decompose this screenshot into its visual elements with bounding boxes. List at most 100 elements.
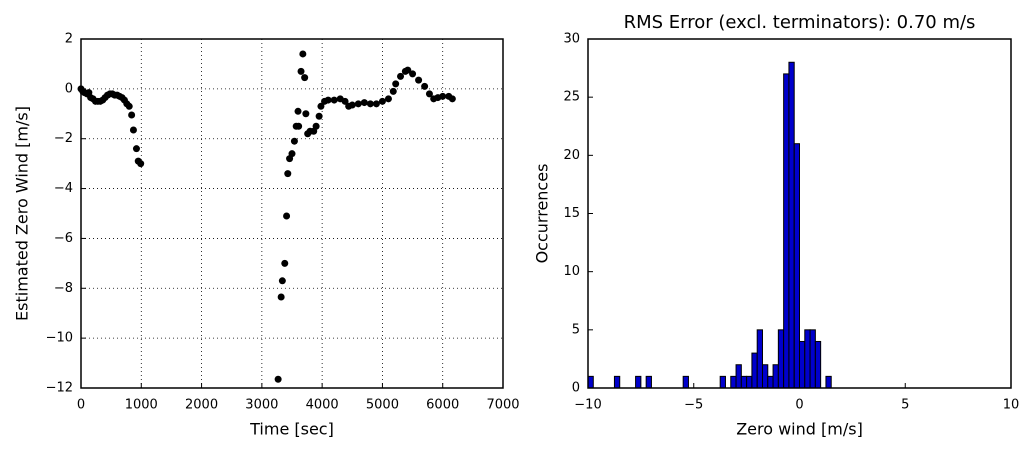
point (315, 112, 323, 120)
point (294, 107, 302, 115)
x-tick-label: 0 (795, 398, 803, 413)
point (278, 277, 286, 285)
point (366, 100, 374, 108)
point (128, 111, 136, 119)
x-tick-label: 0 (77, 398, 85, 413)
bar (587, 375, 594, 389)
y-tick-label: −10 (46, 331, 73, 346)
x-tick-label: 4000 (306, 398, 339, 413)
x-tick-label: −5 (684, 398, 703, 413)
bar (788, 61, 795, 389)
y-tick-label: 2 (65, 32, 73, 47)
point (125, 102, 133, 110)
y-tick-label: −6 (54, 231, 73, 246)
point (302, 110, 310, 118)
point (281, 259, 289, 267)
point (354, 100, 362, 108)
point (384, 95, 392, 103)
bar (809, 329, 816, 389)
bar (825, 375, 832, 389)
point (132, 145, 140, 153)
y-tick-label: 5 (572, 322, 580, 337)
point (409, 70, 417, 78)
bar (635, 375, 642, 389)
x-axis-label: Time [sec] (249, 420, 334, 439)
bar (756, 329, 763, 389)
bar (804, 329, 811, 389)
point (301, 74, 309, 82)
y-axis-label: Estimated Zero Wind [m/s] (13, 106, 32, 321)
point (404, 66, 412, 74)
point (274, 375, 282, 383)
bar (740, 375, 748, 389)
y-tick-label: −2 (54, 131, 73, 146)
point (392, 80, 400, 88)
point (378, 97, 386, 105)
chart-title: RMS Error (excl. terminators): 0.70 m/s (624, 12, 976, 33)
y-tick-label: −12 (46, 381, 73, 396)
bar (746, 375, 753, 389)
y-tick-label: −8 (54, 281, 73, 296)
y-tick-label: 25 (563, 90, 580, 105)
point (324, 96, 332, 104)
bar (682, 375, 689, 389)
bar (645, 375, 652, 389)
y-axis-label: Occurrences (533, 164, 552, 264)
y-tick-label: 15 (563, 206, 580, 221)
x-axis-label: Zero wind [m/s] (736, 420, 863, 439)
point (439, 92, 447, 100)
point (415, 76, 423, 84)
point (330, 96, 338, 104)
bar (793, 143, 801, 389)
bar (777, 329, 785, 389)
point (425, 90, 433, 98)
point (341, 97, 349, 105)
x-tick-label: 7000 (486, 398, 519, 413)
point (348, 101, 356, 109)
x-tick-label: −10 (574, 398, 601, 413)
x-tick-label: 10 (1003, 398, 1020, 413)
x-tick-label: 5000 (366, 398, 399, 413)
point (297, 67, 305, 75)
point (295, 122, 303, 130)
x-tick-label: 5 (901, 398, 909, 413)
x-tick-label: 6000 (426, 398, 459, 413)
y-tick-label: 0 (572, 381, 580, 396)
point (284, 170, 292, 178)
bar (772, 364, 779, 389)
y-tick-label: −4 (54, 181, 73, 196)
point (360, 99, 368, 107)
y-tick-label: 30 (563, 32, 580, 47)
point (389, 87, 397, 95)
point (299, 50, 307, 58)
x-tick-label: 1000 (125, 398, 158, 413)
point (283, 212, 291, 220)
point (397, 72, 405, 80)
bar (719, 375, 726, 389)
bar (783, 73, 790, 389)
point (129, 126, 137, 134)
bar (730, 375, 737, 389)
point (312, 122, 320, 130)
bar (735, 364, 742, 389)
bar (814, 340, 822, 389)
point (421, 82, 429, 90)
bar (751, 352, 758, 389)
bar (767, 375, 774, 389)
point (372, 100, 380, 108)
y-tick-label: 10 (563, 264, 580, 279)
y-tick-label: 20 (563, 148, 580, 163)
bar (761, 364, 769, 389)
x-tick-label: 2000 (185, 398, 218, 413)
x-tick-label: 3000 (245, 398, 278, 413)
point (288, 150, 296, 158)
point (277, 293, 285, 301)
bar (799, 340, 806, 389)
point (290, 137, 298, 145)
point (137, 160, 145, 168)
axes-frame (80, 38, 504, 389)
point (317, 102, 325, 110)
bar (613, 375, 621, 389)
y-tick-label: 0 (65, 81, 73, 96)
